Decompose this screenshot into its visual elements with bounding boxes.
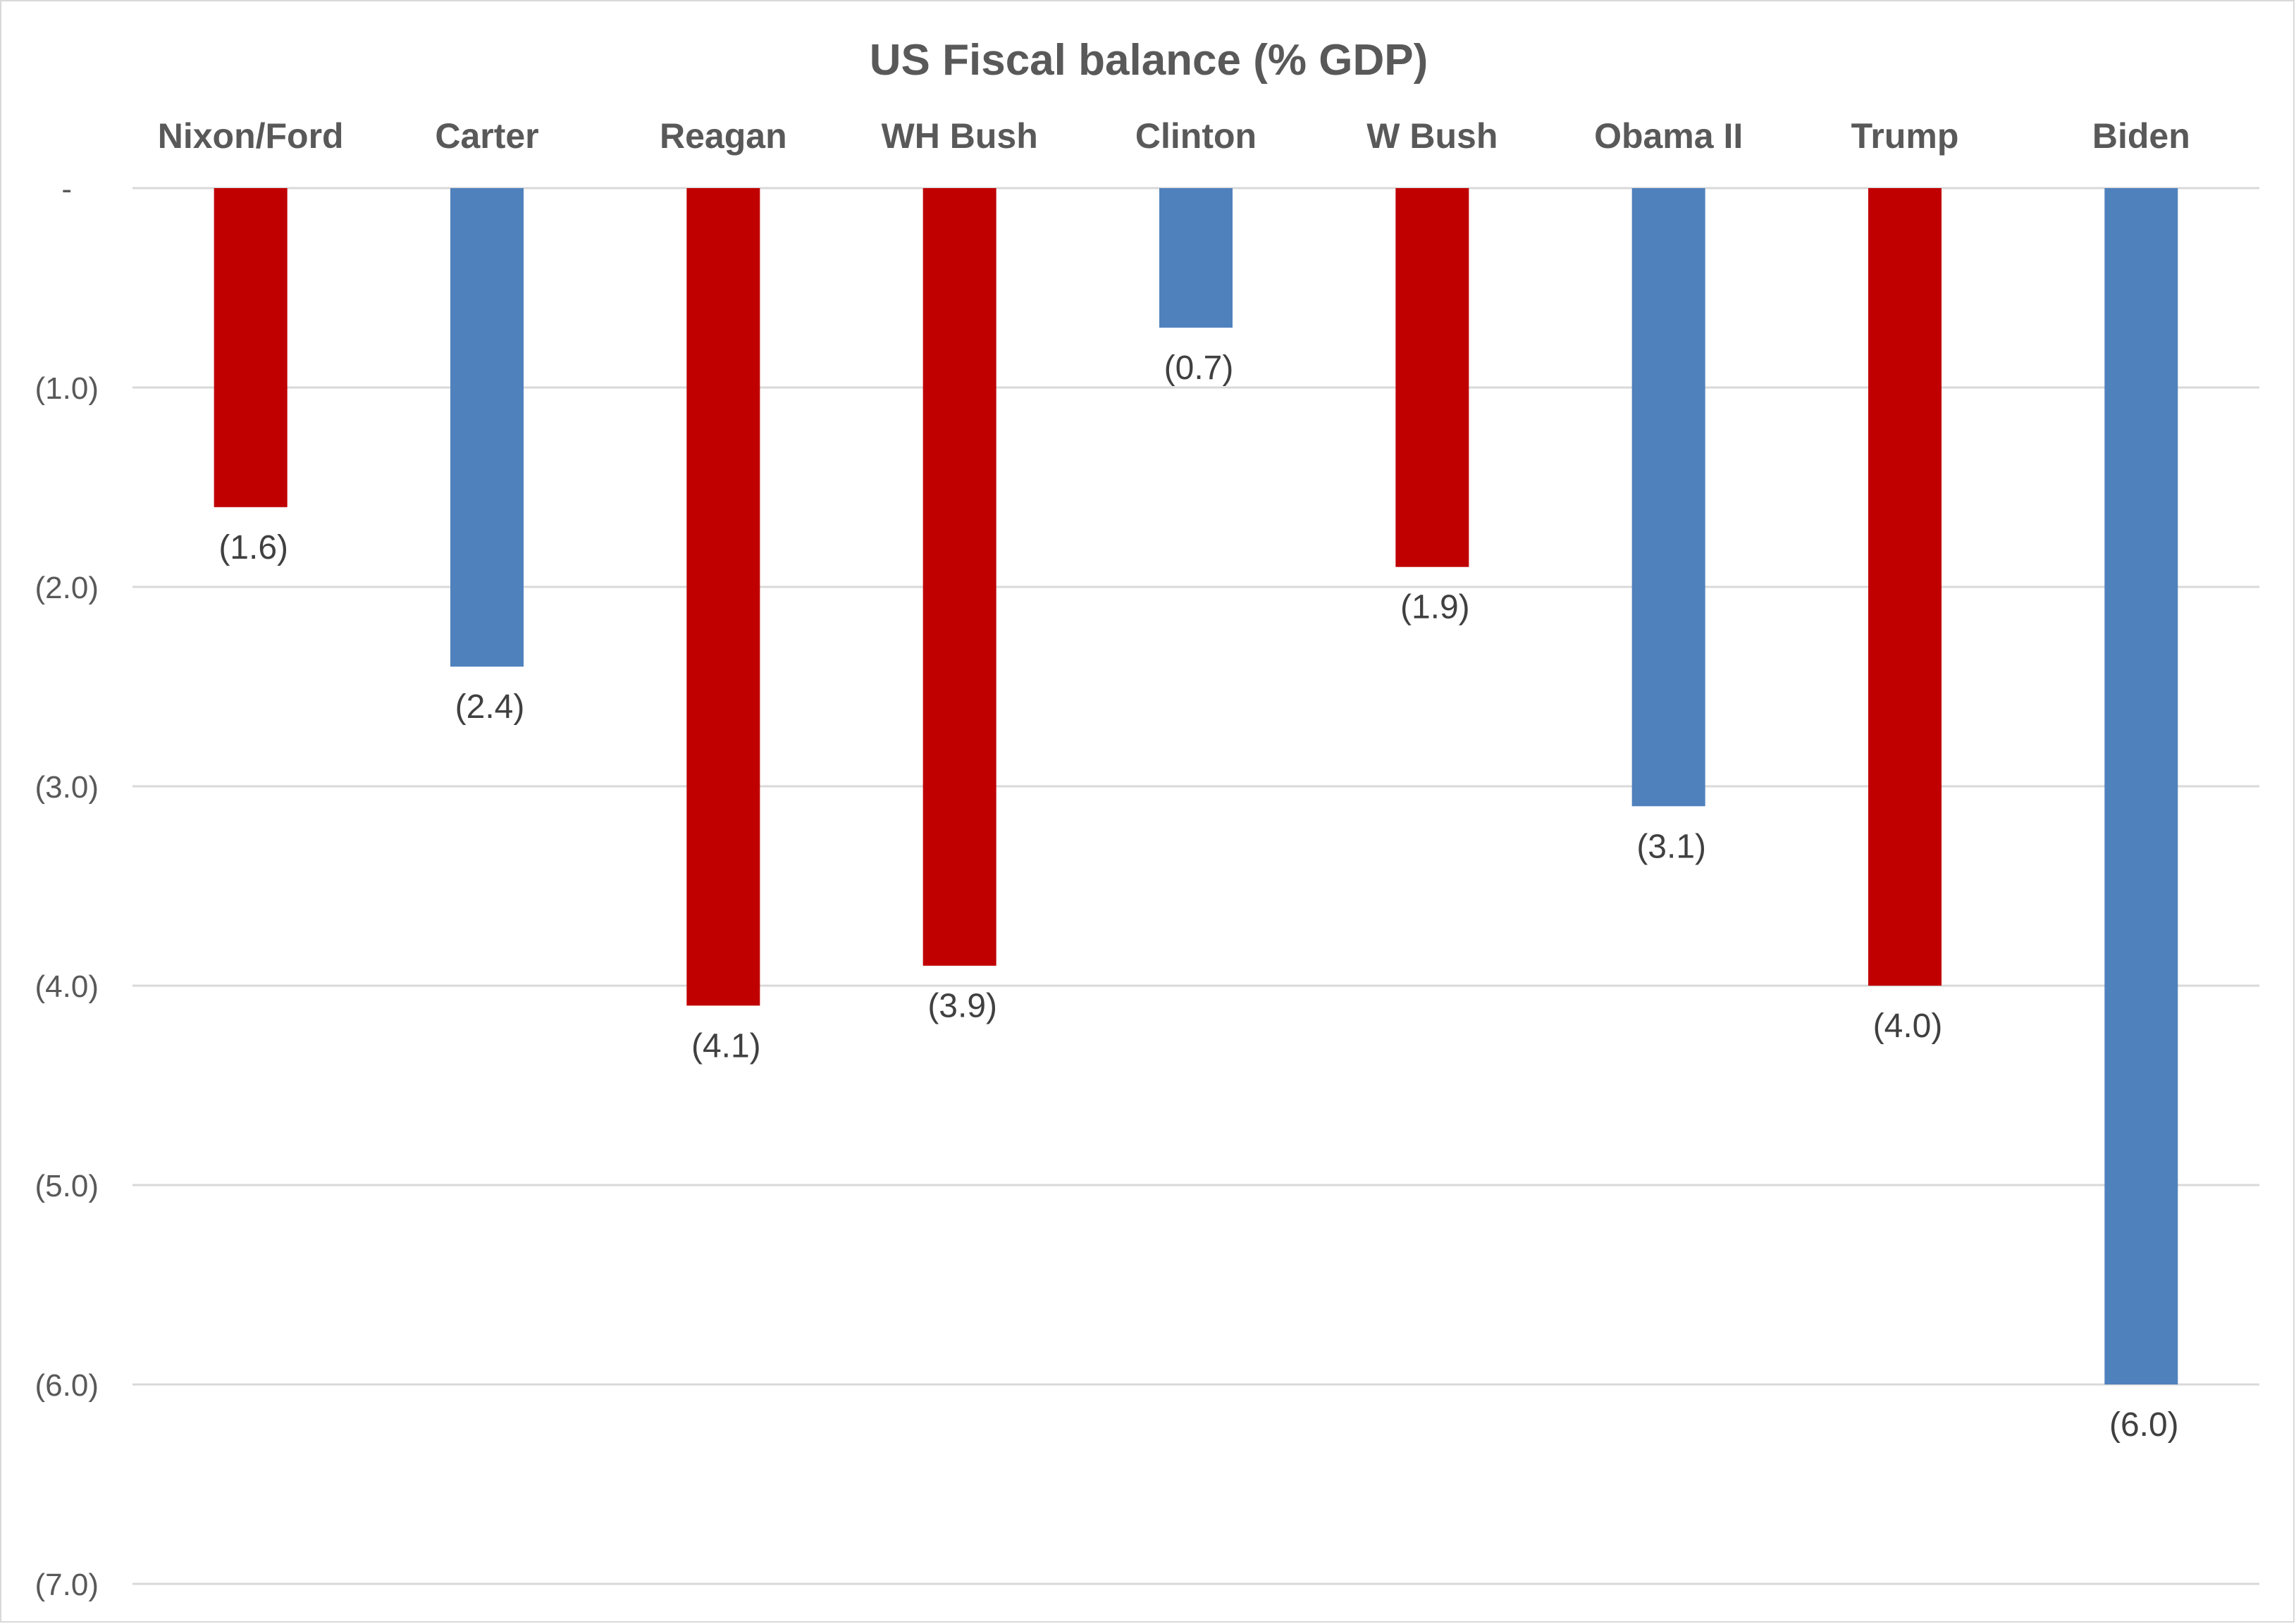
y-tick-label: (7.0) bbox=[35, 1568, 99, 1602]
category-label: Obama II bbox=[1594, 116, 1743, 156]
y-tick-label: (2.0) bbox=[35, 571, 99, 605]
data-label: (6.0) bbox=[2109, 1406, 2179, 1444]
y-tick-label: (6.0) bbox=[35, 1368, 99, 1403]
data-label: (3.9) bbox=[927, 988, 997, 1025]
data-label: (2.4) bbox=[455, 688, 525, 726]
bar bbox=[1868, 188, 1942, 986]
bar bbox=[2104, 188, 2178, 1384]
category-label: WH Bush bbox=[882, 116, 1038, 156]
category-label: Reagan bbox=[660, 116, 787, 156]
data-label: (4.1) bbox=[691, 1027, 761, 1065]
y-tick-label: (3.0) bbox=[35, 770, 99, 805]
bar bbox=[922, 188, 996, 966]
category-label: Trump bbox=[1851, 116, 1959, 156]
data-label: (4.0) bbox=[1873, 1008, 1943, 1045]
data-label: (1.6) bbox=[218, 529, 288, 566]
data-label: (0.7) bbox=[1164, 349, 1234, 387]
bars bbox=[214, 188, 2178, 1384]
y-axis-ticks: - (1.0) (2.0) (3.0) (4.0) (5.0) (6.0) (7.0) bbox=[35, 172, 99, 1602]
category-labels: Nixon/Ford Carter Reagan WH Bush Clinton W Bu… bbox=[158, 116, 2190, 156]
bar bbox=[686, 188, 760, 1006]
data-label: (3.1) bbox=[1636, 828, 1706, 865]
y-tick-label: (1.0) bbox=[35, 371, 99, 406]
bar bbox=[1395, 188, 1469, 567]
data-label: (1.9) bbox=[1400, 589, 1470, 626]
bar bbox=[1159, 188, 1233, 328]
y-tick-label: - bbox=[61, 172, 72, 206]
category-label: Nixon/Ford bbox=[158, 116, 344, 156]
y-tick-label: (4.0) bbox=[35, 969, 99, 1004]
y-tick-label: (5.0) bbox=[35, 1169, 99, 1203]
bar bbox=[1631, 188, 1705, 807]
category-label: Carter bbox=[435, 116, 538, 156]
bar bbox=[450, 188, 524, 667]
data-labels: (1.6) (2.4) (4.1) (3.9) (0.7) (1.9) (3.1) (4.0)… bbox=[218, 349, 2178, 1444]
bar bbox=[214, 188, 288, 507]
category-label: Clinton bbox=[1135, 116, 1257, 156]
chart-title: US Fiscal balance (% GDP) bbox=[870, 36, 1428, 85]
category-label: Biden bbox=[2092, 116, 2190, 156]
category-label: W Bush bbox=[1366, 116, 1498, 156]
